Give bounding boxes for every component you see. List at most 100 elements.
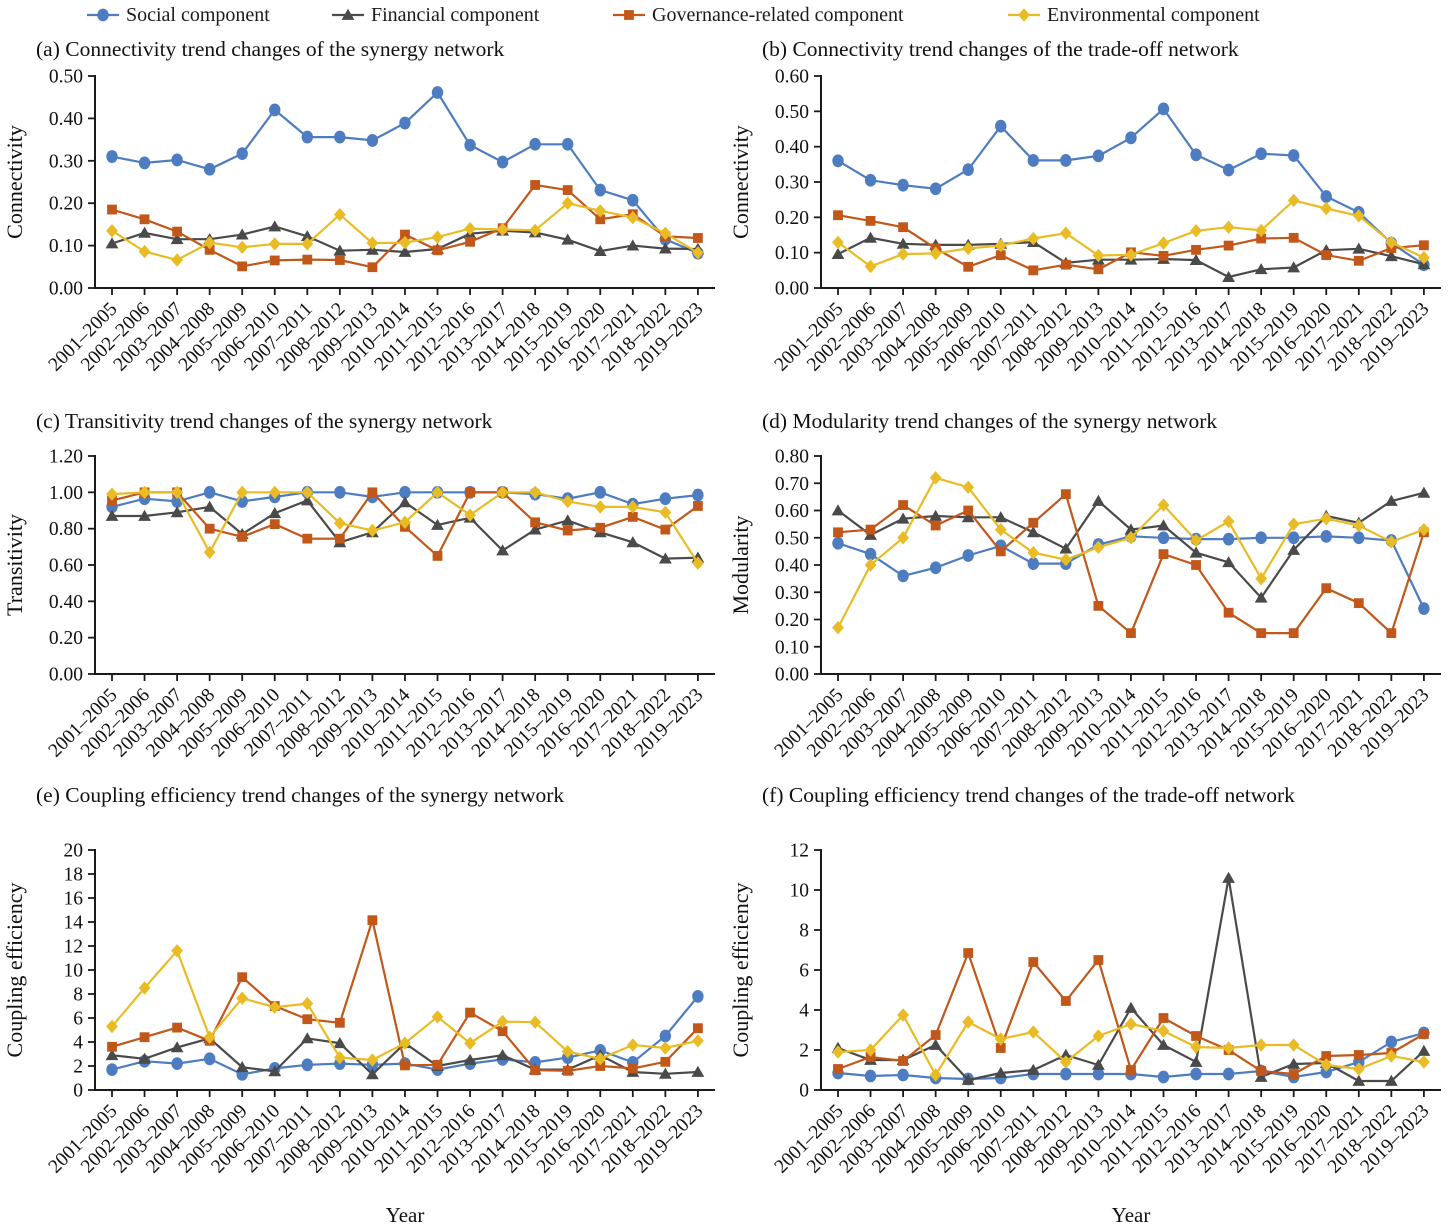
point-environmental-1 xyxy=(864,1043,877,1057)
point-governance-related-0 xyxy=(107,1041,117,1052)
point-environmental-5 xyxy=(994,522,1007,537)
point-governance-related-6 xyxy=(1028,957,1039,967)
point-governance-related-7 xyxy=(1060,996,1071,1006)
legend-marker-circle xyxy=(97,8,109,22)
point-governance-related-9 xyxy=(400,1060,410,1071)
y-tick-label: 2 xyxy=(799,1041,809,1062)
point-financial-10 xyxy=(431,518,444,530)
point-environmental-15 xyxy=(594,500,607,514)
point-social-14 xyxy=(1288,531,1300,545)
point-social-11 xyxy=(464,138,476,152)
y-tick-label: 0.50 xyxy=(49,67,83,88)
point-financial-3 xyxy=(929,1038,943,1050)
point-environmental-14 xyxy=(1287,193,1300,208)
point-environmental-7 xyxy=(1059,226,1072,240)
point-financial-5 xyxy=(268,220,282,232)
point-financial-0 xyxy=(105,1049,119,1061)
point-governance-related-18 xyxy=(1419,240,1429,251)
point-social-16 xyxy=(627,193,639,207)
point-social-13 xyxy=(1255,147,1267,161)
point-governance-related-0 xyxy=(107,204,117,215)
point-financial-14 xyxy=(561,233,575,245)
point-financial-2 xyxy=(170,1041,184,1053)
point-governance-related-15 xyxy=(595,1061,606,1071)
point-social-3 xyxy=(203,485,216,499)
point-social-8 xyxy=(366,134,379,147)
point-environmental-1 xyxy=(138,485,151,500)
figure-legend: Social component Financial component Gover… xyxy=(0,0,1453,30)
point-social-15 xyxy=(1320,529,1332,543)
point-environmental-4 xyxy=(962,241,975,256)
point-environmental-10 xyxy=(1157,498,1170,512)
series-environmental xyxy=(832,471,1430,635)
point-governance-related-4 xyxy=(963,948,974,958)
chart-e: (e) Coupling efficiency trend changes of… xyxy=(2,783,715,1227)
panel-c: (c) Transitivity trend changes of the sy… xyxy=(0,398,726,770)
y-tick-label: 10 xyxy=(64,961,84,982)
point-governance-related-9 xyxy=(1126,628,1136,639)
legend-item-square: Governance-related component xyxy=(612,4,904,26)
point-environmental-4 xyxy=(962,1015,975,1029)
y-tick-label: 0.10 xyxy=(49,236,83,257)
point-governance-related-14 xyxy=(1288,628,1299,639)
point-social-14 xyxy=(562,137,574,151)
point-social-10 xyxy=(1157,102,1170,116)
point-social-10 xyxy=(1157,1070,1170,1084)
point-social-12 xyxy=(1222,163,1235,177)
point-financial-11 xyxy=(1189,253,1203,265)
y-ticks: 0.00 0.20 0.40 0.60 0.80 1.00 1.20 xyxy=(49,447,95,686)
point-social-6 xyxy=(1027,557,1039,571)
point-social-0 xyxy=(832,536,844,550)
point-governance-related-7 xyxy=(334,1017,345,1028)
point-financial-1 xyxy=(138,226,151,238)
point-governance-related-18 xyxy=(693,501,703,511)
point-social-2 xyxy=(897,1068,909,1082)
point-environmental-2 xyxy=(897,247,909,261)
point-financial-12 xyxy=(1222,871,1235,883)
panel-f: (f) Coupling efficiency trend changes of… xyxy=(726,770,1453,1230)
point-governance-related-14 xyxy=(1288,232,1299,243)
point-financial-6 xyxy=(1026,526,1040,538)
series-governance-related xyxy=(107,915,703,1076)
y-tick-label: 14 xyxy=(64,913,84,934)
point-environmental-7 xyxy=(333,516,346,530)
point-environmental-11 xyxy=(1190,224,1202,238)
y-tick-label: 0.00 xyxy=(49,279,83,300)
y-tick-label: 0.00 xyxy=(775,279,809,300)
point-governance-related-4 xyxy=(237,261,248,272)
point-financial-7 xyxy=(333,244,347,256)
legend-square-icon xyxy=(613,10,645,20)
point-financial-11 xyxy=(1189,546,1203,558)
point-environmental-2 xyxy=(171,485,183,500)
y-tick-label: 0.50 xyxy=(775,102,809,123)
point-governance-related-9 xyxy=(1126,1065,1136,1075)
y-tick-label: 0.20 xyxy=(49,194,83,215)
point-social-2 xyxy=(171,153,183,167)
point-environmental-9 xyxy=(1125,1017,1137,1031)
point-social-7 xyxy=(1060,1067,1072,1081)
point-environmental-9 xyxy=(399,235,411,250)
chart-c: (c) Transitivity trend changes of the sy… xyxy=(2,409,715,762)
point-governance-related-2 xyxy=(172,1022,182,1033)
point-governance-related-5 xyxy=(995,546,1006,557)
point-governance-related-4 xyxy=(237,972,248,983)
y-tick-label: 6 xyxy=(73,1009,83,1030)
point-environmental-15 xyxy=(594,204,607,218)
y-tick-label: 8 xyxy=(799,921,809,942)
point-governance-related-17 xyxy=(660,524,671,535)
point-environmental-7 xyxy=(333,1050,346,1065)
x-ticks: 2001–20052002–20062003–20072004–20082005… xyxy=(771,288,1433,376)
legend-diamond-icon xyxy=(1008,8,1040,22)
y-tick-label: 12 xyxy=(64,937,84,958)
axes xyxy=(820,455,1441,675)
y-axis-label: Connectivity xyxy=(728,125,753,239)
point-governance-related-8 xyxy=(1093,955,1104,965)
point-social-4 xyxy=(962,163,974,177)
legend-item-triangle: Financial component xyxy=(331,4,539,26)
point-governance-related-12 xyxy=(497,1026,508,1037)
point-governance-related-18 xyxy=(693,1023,703,1034)
point-environmental-2 xyxy=(171,253,183,267)
point-financial-5 xyxy=(994,1066,1008,1078)
point-social-16 xyxy=(1353,531,1365,545)
panel-b: (b) Connectivity trend changes of the tr… xyxy=(726,30,1453,398)
